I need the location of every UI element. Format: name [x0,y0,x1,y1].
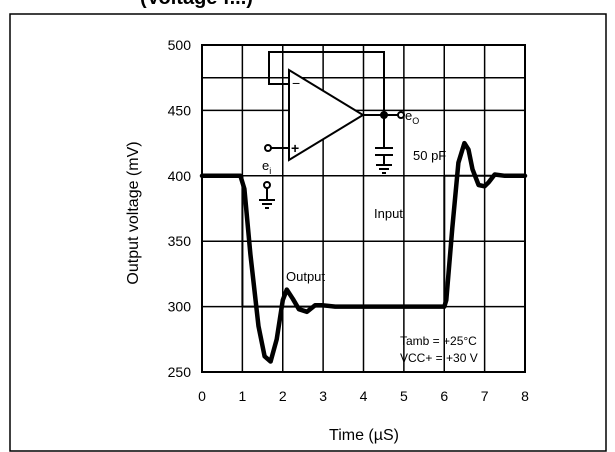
tick-labels: 0 1 2 3 4 5 6 7 8 250 300 350 400 450 500 [168,37,529,404]
input-source-terminal [263,181,271,189]
opamp-minus-sign: − [292,75,300,91]
x-tick-label: 3 [319,388,327,404]
y-tick-label: 500 [168,37,192,53]
input-label: Input [374,206,403,221]
x-tick-label: 5 [400,388,408,404]
x-tick-label: 6 [440,388,448,404]
ground-symbol [259,199,275,209]
x-tick-label: 8 [521,388,529,404]
ei-label: ei [262,158,271,176]
tamb-label: Tamb = +25°C [400,334,477,348]
y-tick-label: 450 [168,102,192,118]
eo-label: eO [405,108,419,126]
y-tick-label: 300 [168,299,192,315]
input-terminal [264,144,272,152]
series-output [199,140,528,364]
output-label: Output [286,269,325,284]
feedback-wire [268,51,385,115]
y-tick-label: 250 [168,364,192,380]
figure-frame [9,13,607,452]
y-tick-label: 400 [168,168,192,184]
opamp-plus-sign: + [291,140,299,156]
header-fragment: (Voltage f...) [140,0,253,9]
vcc-label: VCC+ = +30 V [400,351,478,365]
grid-lines [201,44,526,373]
x-tick-label: 1 [238,388,246,404]
output-terminal [397,111,405,119]
x-tick-label: 2 [279,388,287,404]
y-tick-label: 350 [168,233,192,249]
capacitor-label: 50 pF [413,148,446,163]
series-lines [199,140,528,364]
x-tick-label: 0 [198,388,206,404]
x-axis-label: Time (µS) [329,427,399,444]
opamp-schematic: − + [259,51,405,209]
ground-symbol [376,164,392,174]
opamp-triangle [288,68,365,162]
x-tick-label: 7 [481,388,489,404]
y-axis-label: Output voltage (mV) [125,141,142,284]
plot-frame [201,44,526,373]
x-tick-label: 4 [360,388,368,404]
axes [201,44,526,373]
